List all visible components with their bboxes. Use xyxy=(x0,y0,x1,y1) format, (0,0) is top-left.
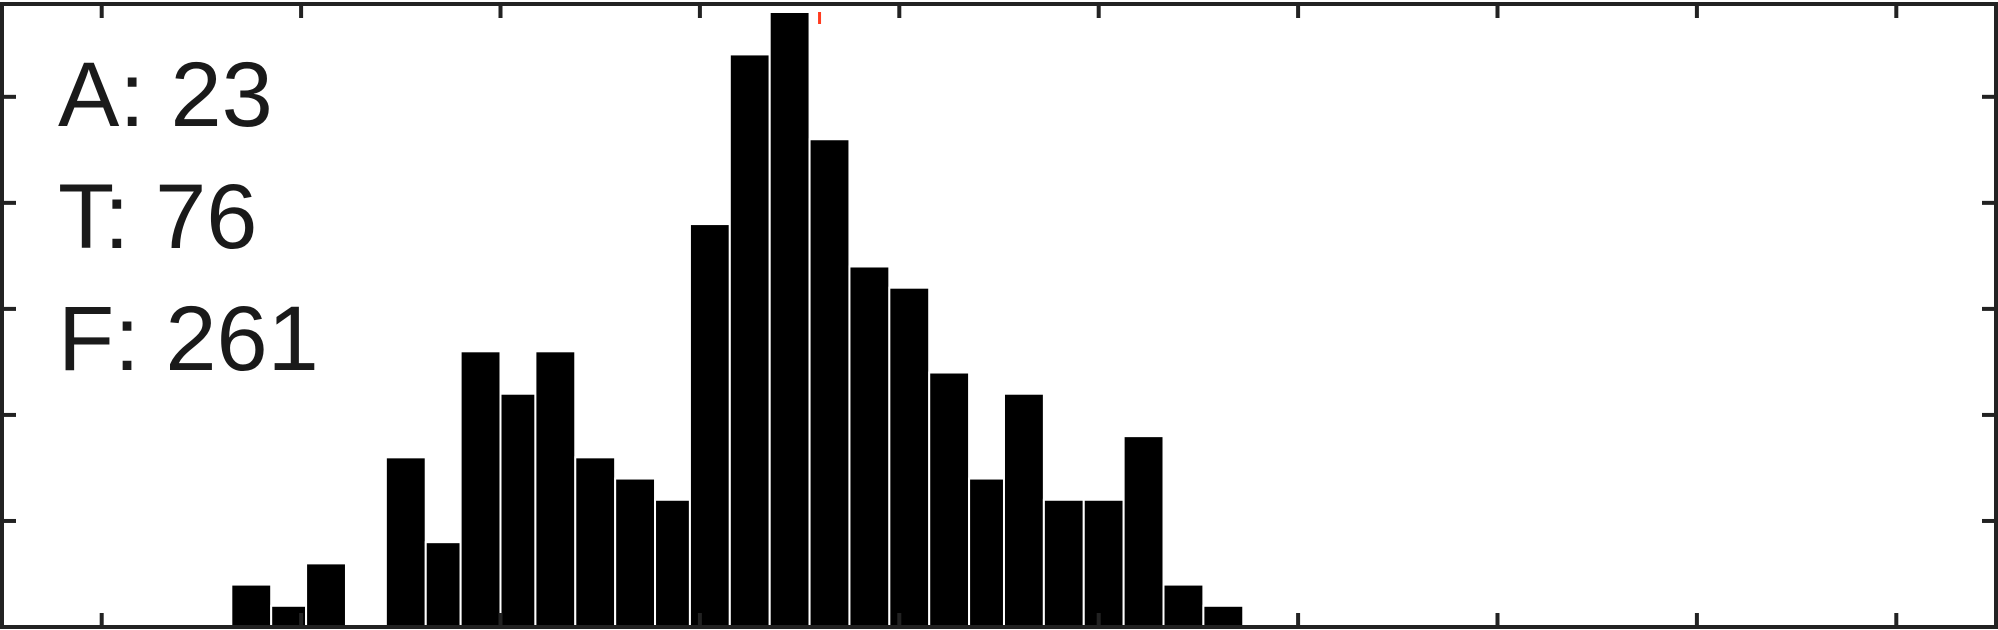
histogram-bar xyxy=(574,456,617,628)
histogram-bar xyxy=(499,392,537,629)
stat-f: F: 261 xyxy=(58,288,319,390)
histogram-bar xyxy=(305,562,347,629)
histogram-bar xyxy=(888,286,931,628)
histogram-bar xyxy=(1122,435,1165,629)
histogram-bar xyxy=(848,265,891,628)
histogram-bar xyxy=(424,541,462,629)
stat-a: A: 23 xyxy=(58,44,273,146)
histogram-bar xyxy=(384,456,427,628)
histogram-bar xyxy=(1082,498,1125,628)
histogram-bar xyxy=(728,53,771,628)
histogram-bar xyxy=(614,477,657,628)
histogram-bar xyxy=(230,583,273,628)
axis-ticks xyxy=(2,4,1996,627)
histogram-bar xyxy=(1002,392,1045,629)
histogram-bar xyxy=(688,223,731,628)
histogram-bars xyxy=(230,11,1245,629)
histogram-bar xyxy=(534,350,577,628)
histogram-bar xyxy=(1042,498,1085,628)
histogram-bar xyxy=(928,371,971,628)
histogram-bar xyxy=(1202,604,1245,628)
histogram-bar xyxy=(654,498,691,628)
histogram-bar xyxy=(768,11,811,628)
stats-annotation: A: 23 T: 76 F: 261 xyxy=(58,44,319,390)
histogram-bar xyxy=(968,477,1005,628)
histogram-bar xyxy=(1162,583,1205,628)
histogram-bar xyxy=(459,350,502,628)
stat-t: T: 76 xyxy=(58,166,257,268)
histogram-bar xyxy=(808,138,851,628)
